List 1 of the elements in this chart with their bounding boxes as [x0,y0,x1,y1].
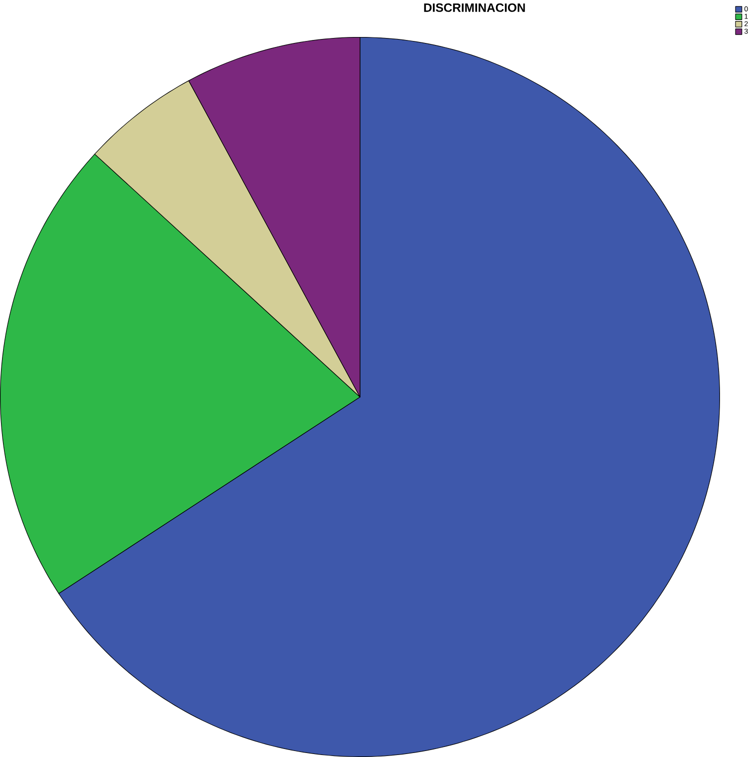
chart-title: DISCRIMINACION [424,3,525,12]
